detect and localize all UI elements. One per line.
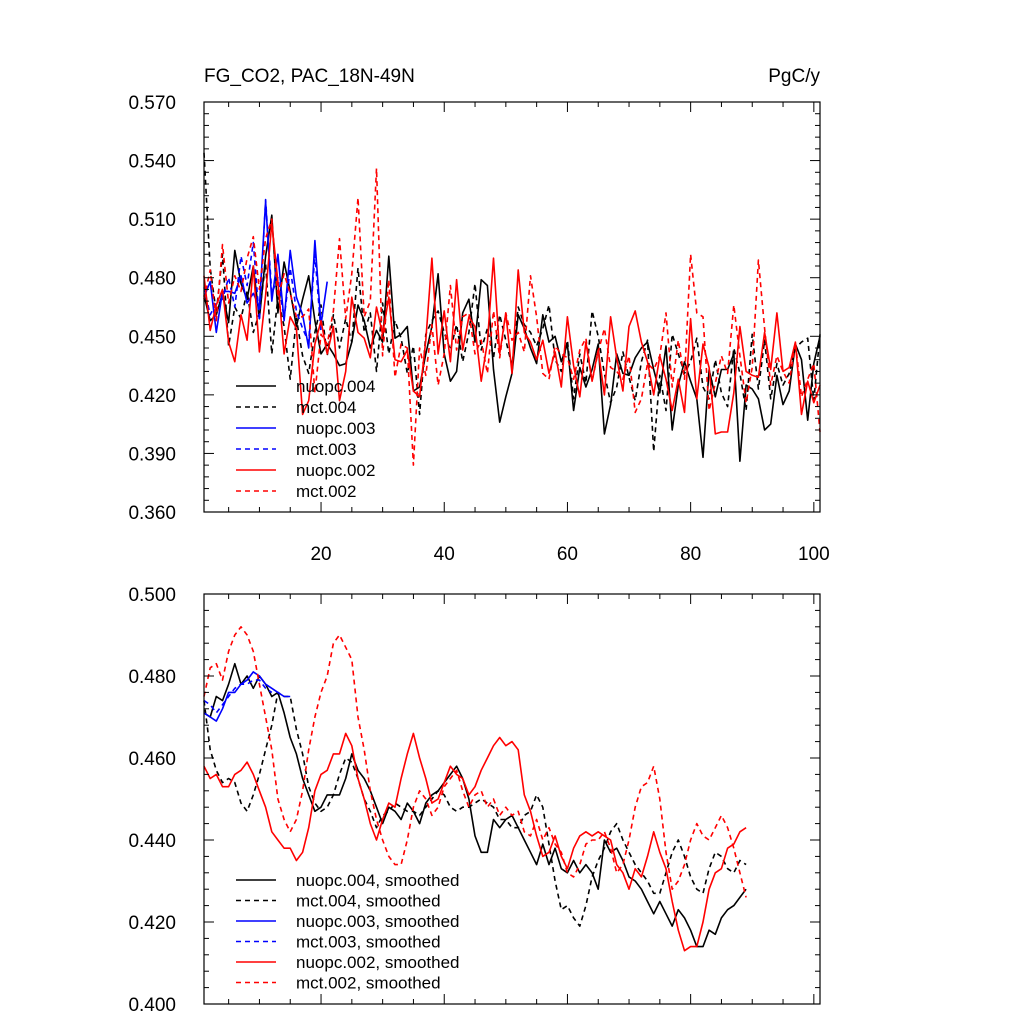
y-tick-label: 0.570 bbox=[128, 93, 176, 114]
top-axes: 0.360 0.390 0.420 0.450 0.480 0.510 0.540 0.570… bbox=[128, 93, 829, 565]
bottom-axes: 0.4000.4200.4400.4600.4800.5002040608010… bbox=[128, 585, 820, 1016]
top-plot-frame bbox=[203, 101, 821, 513]
y-tick-label: 0.500 bbox=[128, 585, 176, 606]
legend-label: mct.004, smoothed bbox=[296, 892, 441, 911]
legend-label: mct.002 bbox=[296, 482, 356, 501]
y-tick-label: 0.480 bbox=[128, 667, 176, 688]
y-tick-label: 0.390 bbox=[128, 444, 176, 465]
x-tick-label: 20 bbox=[310, 544, 331, 565]
top-panel: FG_CO2, PAC_18N-49N PgC/y 0.360 0.390 0.42… bbox=[128, 66, 829, 565]
y-tick-label: 0.420 bbox=[128, 386, 176, 407]
series-line-nuopc-004-smoothed bbox=[203, 662, 747, 948]
legend-label: mct.003, smoothed bbox=[296, 933, 441, 952]
x-tick-label: 100 bbox=[798, 544, 830, 565]
legend-label: nuopc.004, smoothed bbox=[296, 871, 460, 890]
y-tick-label: 0.420 bbox=[128, 913, 176, 934]
legend-label: nuopc.004 bbox=[296, 377, 375, 396]
series-line-mct-002 bbox=[203, 167, 821, 466]
legend-label: mct.002, smoothed bbox=[296, 974, 441, 993]
series-line-nuopc-003-smoothed bbox=[203, 671, 291, 722]
x-tick-label: 40 bbox=[434, 544, 455, 565]
top-chart-title: FG_CO2, PAC_18N-49N bbox=[204, 66, 415, 87]
x-tick-label: 80 bbox=[680, 544, 701, 565]
top-chart-units: PgC/y bbox=[768, 66, 820, 87]
bottom-panel: 0.4000.4200.4400.4600.4800.5002040608010… bbox=[128, 585, 821, 1016]
legend-label: nuopc.003, smoothed bbox=[296, 912, 460, 931]
legend-label: nuopc.002, smoothed bbox=[296, 953, 460, 972]
series-line-nuopc-002-smoothed bbox=[203, 732, 747, 952]
y-tick-label: 0.440 bbox=[128, 831, 176, 852]
series-line-nuopc-002 bbox=[203, 222, 821, 435]
bottom-plot-area bbox=[203, 625, 747, 952]
bottom-plot-frame bbox=[203, 593, 821, 1005]
legend-label: mct.003 bbox=[296, 440, 356, 459]
x-tick-label: 60 bbox=[557, 544, 578, 565]
legend-label: mct.004 bbox=[296, 398, 356, 417]
top-legend: nuopc.004 mct.004 nuopc.003 mct.003 nuopc.00… bbox=[236, 377, 375, 501]
series-line-mct-003-smoothed bbox=[203, 679, 273, 714]
y-tick-label: 0.450 bbox=[128, 327, 176, 348]
y-tick-label: 0.480 bbox=[128, 269, 176, 290]
series-line-mct-002-smoothed bbox=[203, 625, 747, 898]
legend-label: nuopc.002 bbox=[296, 461, 375, 480]
top-plot-area bbox=[203, 152, 821, 466]
y-tick-label: 0.400 bbox=[128, 995, 176, 1016]
legend-label: nuopc.003 bbox=[296, 419, 375, 438]
series-line-mct-004-smoothed bbox=[203, 691, 747, 927]
y-tick-label: 0.510 bbox=[128, 210, 176, 231]
y-tick-label: 0.360 bbox=[128, 503, 176, 524]
y-tick-label: 0.540 bbox=[128, 152, 176, 173]
y-tick-label: 0.460 bbox=[128, 749, 176, 770]
